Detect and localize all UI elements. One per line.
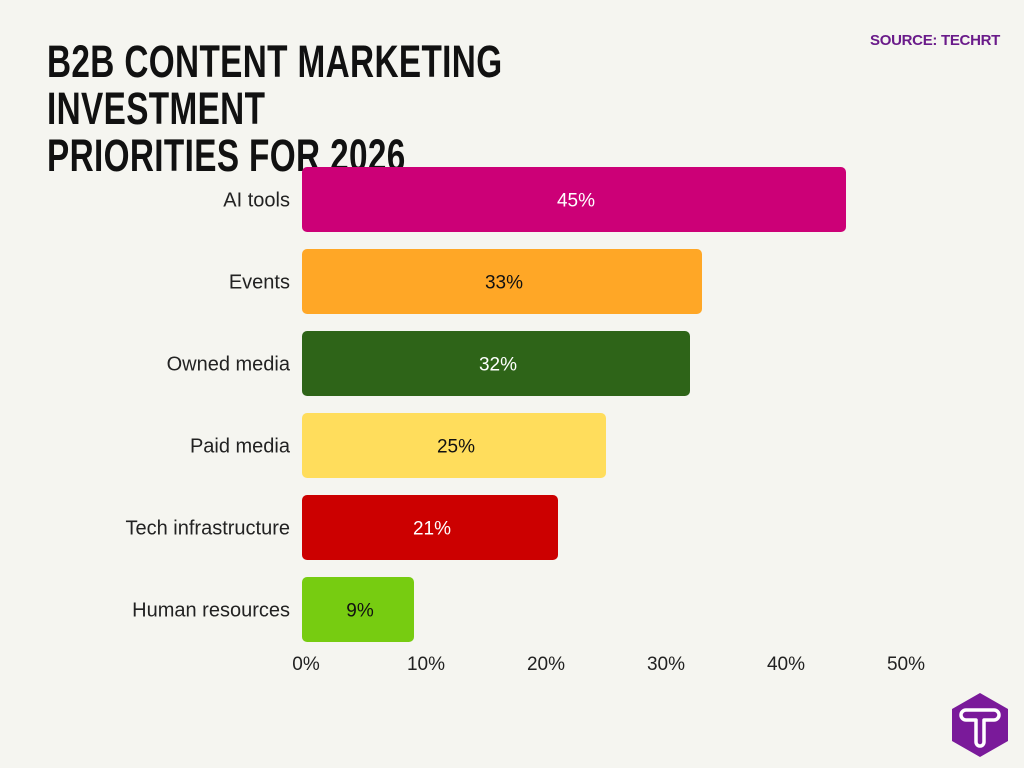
bar (302, 577, 414, 642)
data-label: 21% (413, 519, 451, 540)
category-label: Events (229, 272, 290, 294)
x-tick-label: 20% (527, 654, 565, 675)
category-label: Tech infrastructure (125, 518, 290, 540)
x-tick-label: 10% (407, 654, 445, 675)
techrt-logo (952, 693, 1008, 757)
chart-title: B2B CONTENT MARKETING INVESTMENT PRIORIT… (47, 38, 713, 179)
x-tick-label: 40% (767, 654, 805, 675)
category-label: Paid media (190, 436, 291, 458)
data-label: 32% (479, 355, 517, 376)
title-line-1: B2B CONTENT MARKETING INVESTMENT (47, 36, 503, 134)
x-tick-label: 50% (887, 654, 925, 675)
bar (302, 413, 606, 478)
x-tick-label: 30% (647, 654, 685, 675)
data-label: 33% (485, 273, 523, 294)
bar (302, 495, 558, 560)
bar (302, 331, 690, 396)
category-label: Owned media (167, 354, 291, 376)
x-tick-label: 0% (292, 654, 320, 675)
bar (302, 249, 702, 314)
data-label: 9% (346, 601, 374, 622)
data-label: 25% (437, 437, 475, 458)
data-label: 45% (557, 191, 595, 212)
bar (302, 167, 846, 232)
category-label: AI tools (223, 190, 290, 212)
source-label: SOURCE: TECHRT (870, 32, 1000, 49)
category-label: Human resources (132, 600, 290, 622)
